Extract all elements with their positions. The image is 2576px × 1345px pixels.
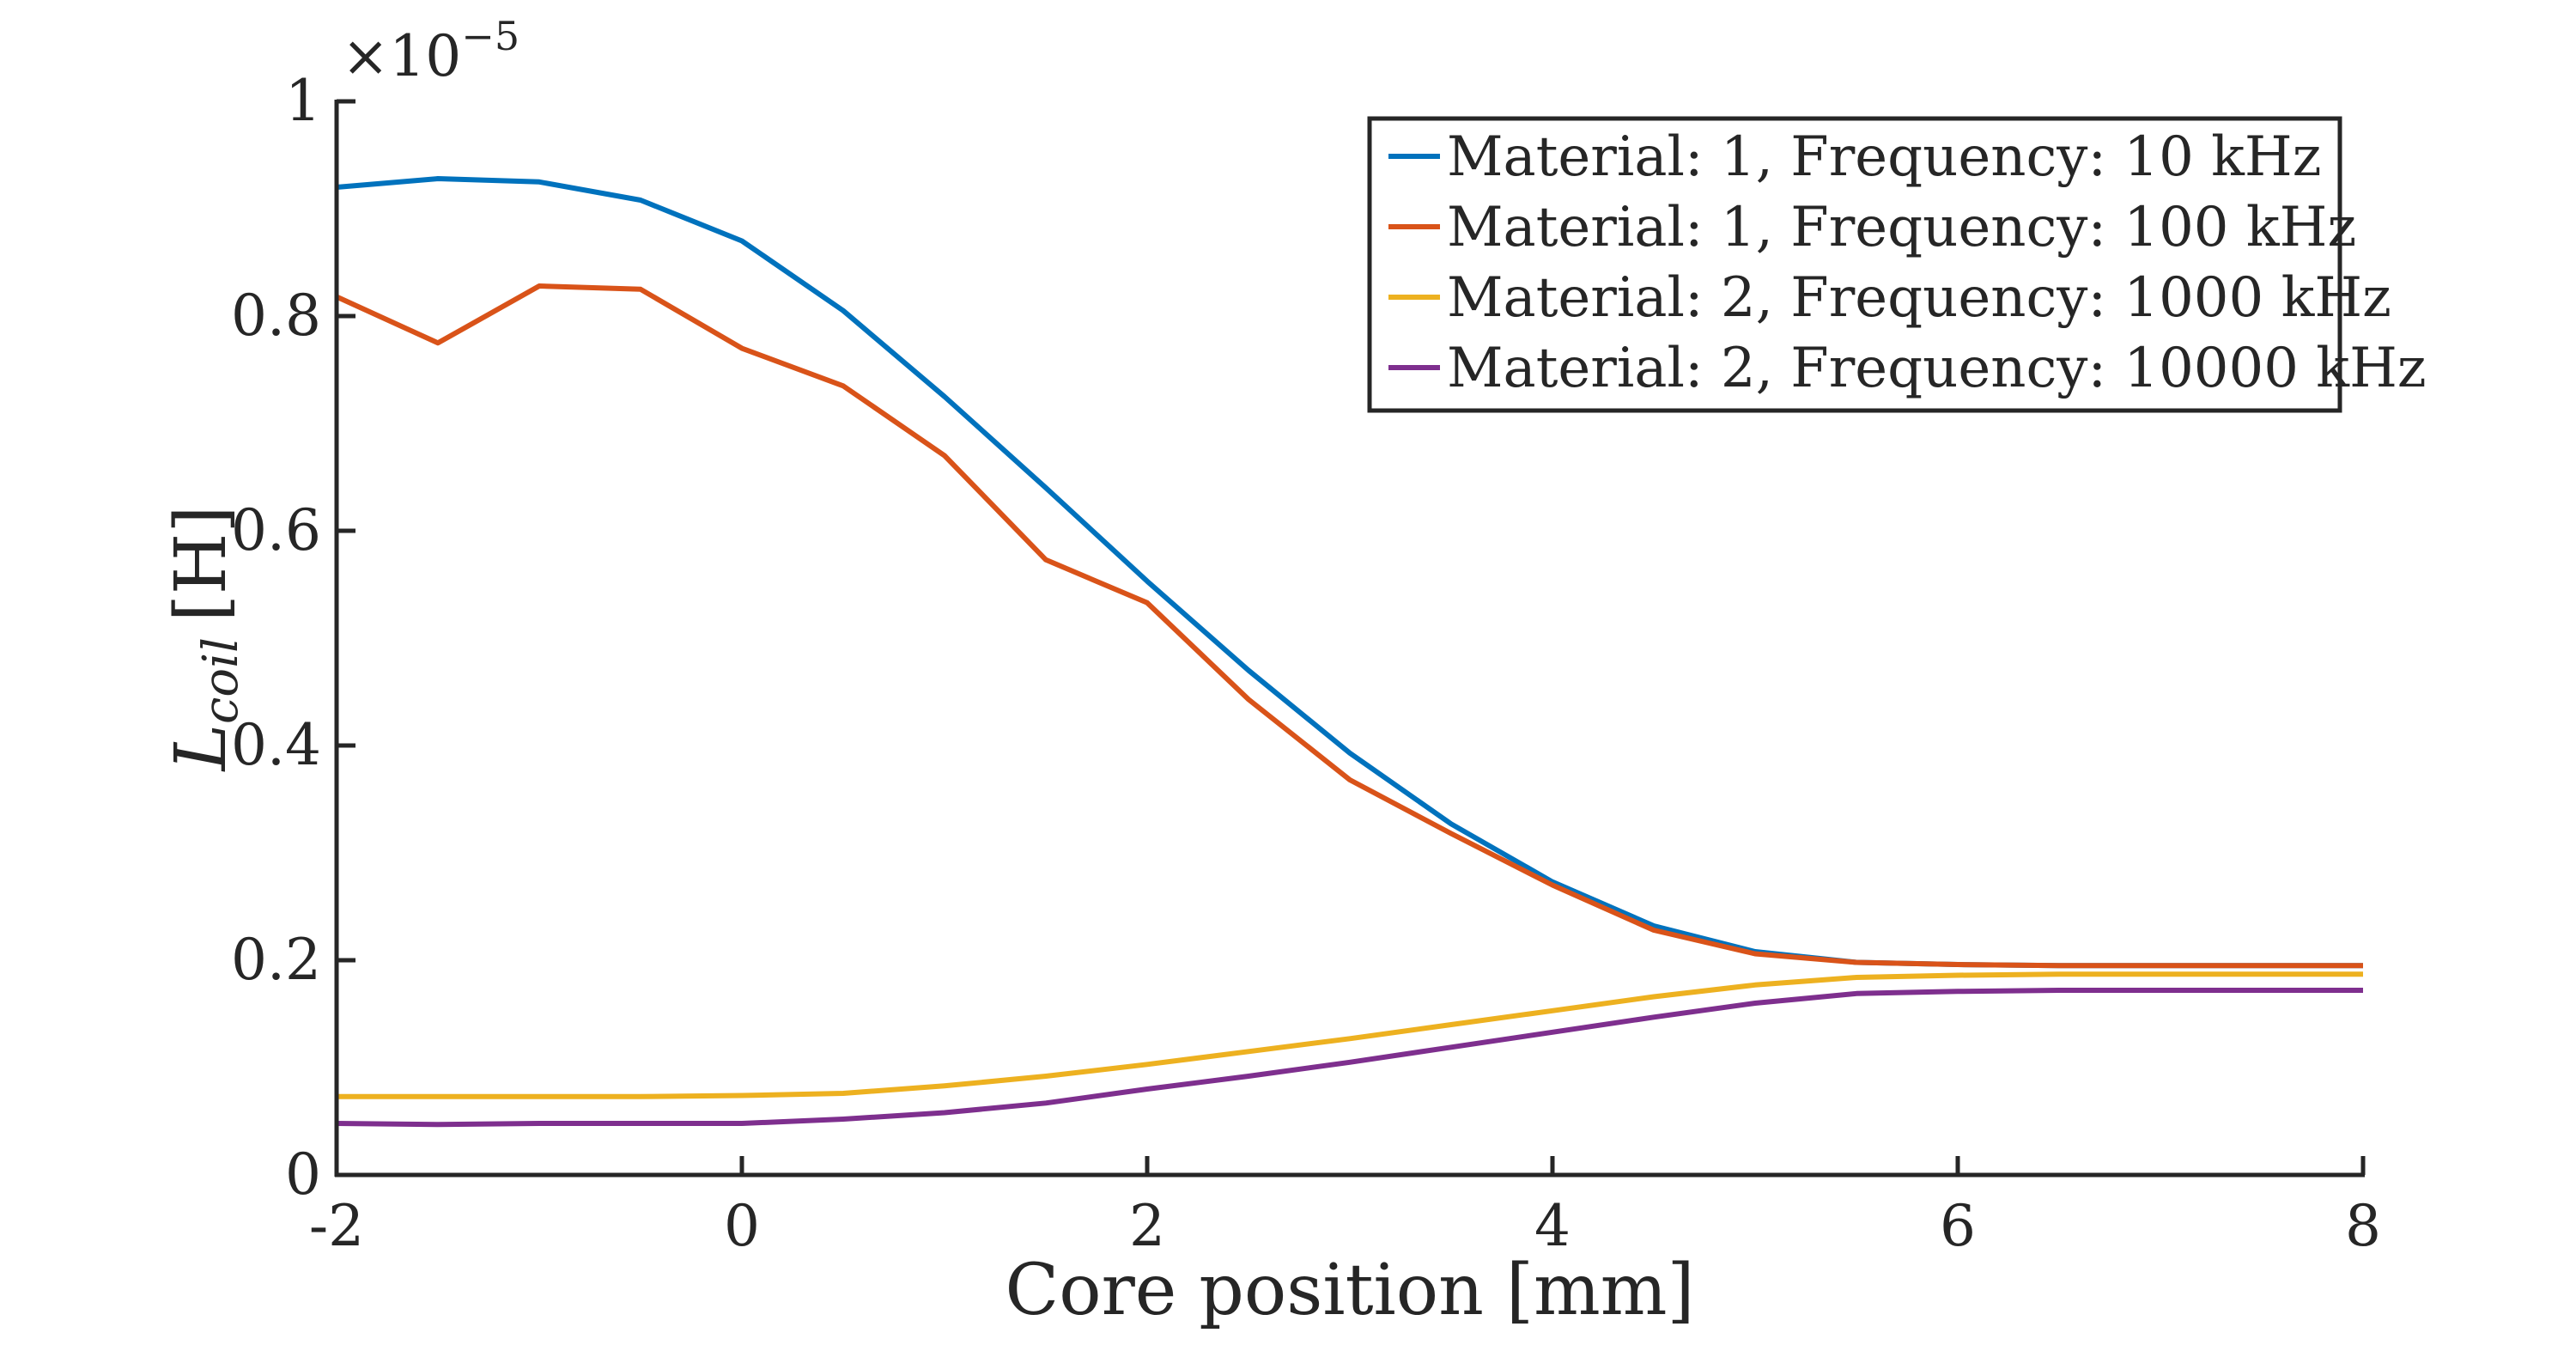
legend-box <box>1367 116 2342 413</box>
y-tick-layer: 0 0.2 0.4 0.6 0.8 1 <box>231 68 355 1208</box>
axis-exponent-prefix: ×10 <box>342 23 461 89</box>
series-line-material-2-frequency-10000-khz <box>336 988 2363 1128</box>
axis-exponent-power: −5 <box>461 13 519 59</box>
legend-label: Material: 2, Frequency: 10000 kHz <box>1447 337 2427 400</box>
legend-item: Material: 2, Frequency: 1000 kHz <box>1388 266 2391 330</box>
legend-label: Material: 1, Frequency: 100 kHz <box>1447 196 2356 259</box>
legend-items: Material: 1, Frequency: 10 kHz Material: … <box>1388 125 2427 400</box>
y-tick-label: 0 <box>285 1141 321 1208</box>
y-tick-label: 0.8 <box>231 283 321 349</box>
series-line-material-2-frequency-1000-khz <box>337 971 2363 1099</box>
legend-item: Material: 2, Frequency: 10000 kHz <box>1388 337 2427 400</box>
series-layer <box>335 176 2363 1128</box>
y-axis-title-main: L <box>161 724 242 772</box>
x-tick-label: 2 <box>1129 1193 1165 1259</box>
x-tick-label: 8 <box>2345 1193 2381 1259</box>
x-tick-layer: -2 0 2 4 6 8 <box>309 1156 2381 1259</box>
x-axis-title: Core position [mm] <box>1005 1250 1695 1331</box>
axes-layer <box>334 100 2365 1178</box>
y-tick-label: 0.4 <box>231 712 321 778</box>
x-tick-label: -2 <box>309 1193 364 1259</box>
legend-item: Material: 1, Frequency: 100 kHz <box>1388 196 2356 259</box>
y-tick-label: 0.6 <box>231 497 321 563</box>
axis-exponent-label: ×10−5 <box>342 13 519 89</box>
x-tick-label: 0 <box>724 1193 760 1259</box>
y-axis-title-unit: [H] <box>161 506 242 623</box>
y-tick-label: 1 <box>285 68 321 134</box>
legend: Material: 1, Frequency: 10 kHz Material: … <box>1367 116 2427 413</box>
legend-label: Material: 1, Frequency: 10 kHz <box>1447 125 2321 189</box>
x-tick-label: 4 <box>1534 1193 1571 1259</box>
y-tick-label: 0.2 <box>231 927 321 993</box>
y-axis-title: Lcoil [H] <box>161 506 249 773</box>
series-line-material-1-frequency-100-khz <box>335 283 2363 969</box>
legend-item: Material: 1, Frequency: 10 kHz <box>1388 125 2321 189</box>
svg-text:Lcoil[H]: Lcoil [H] <box>161 506 249 773</box>
y-axis-title-subscript: coil <box>193 637 249 724</box>
legend-label: Material: 2, Frequency: 1000 kHz <box>1447 266 2391 330</box>
x-tick-label: 6 <box>1940 1193 1976 1259</box>
